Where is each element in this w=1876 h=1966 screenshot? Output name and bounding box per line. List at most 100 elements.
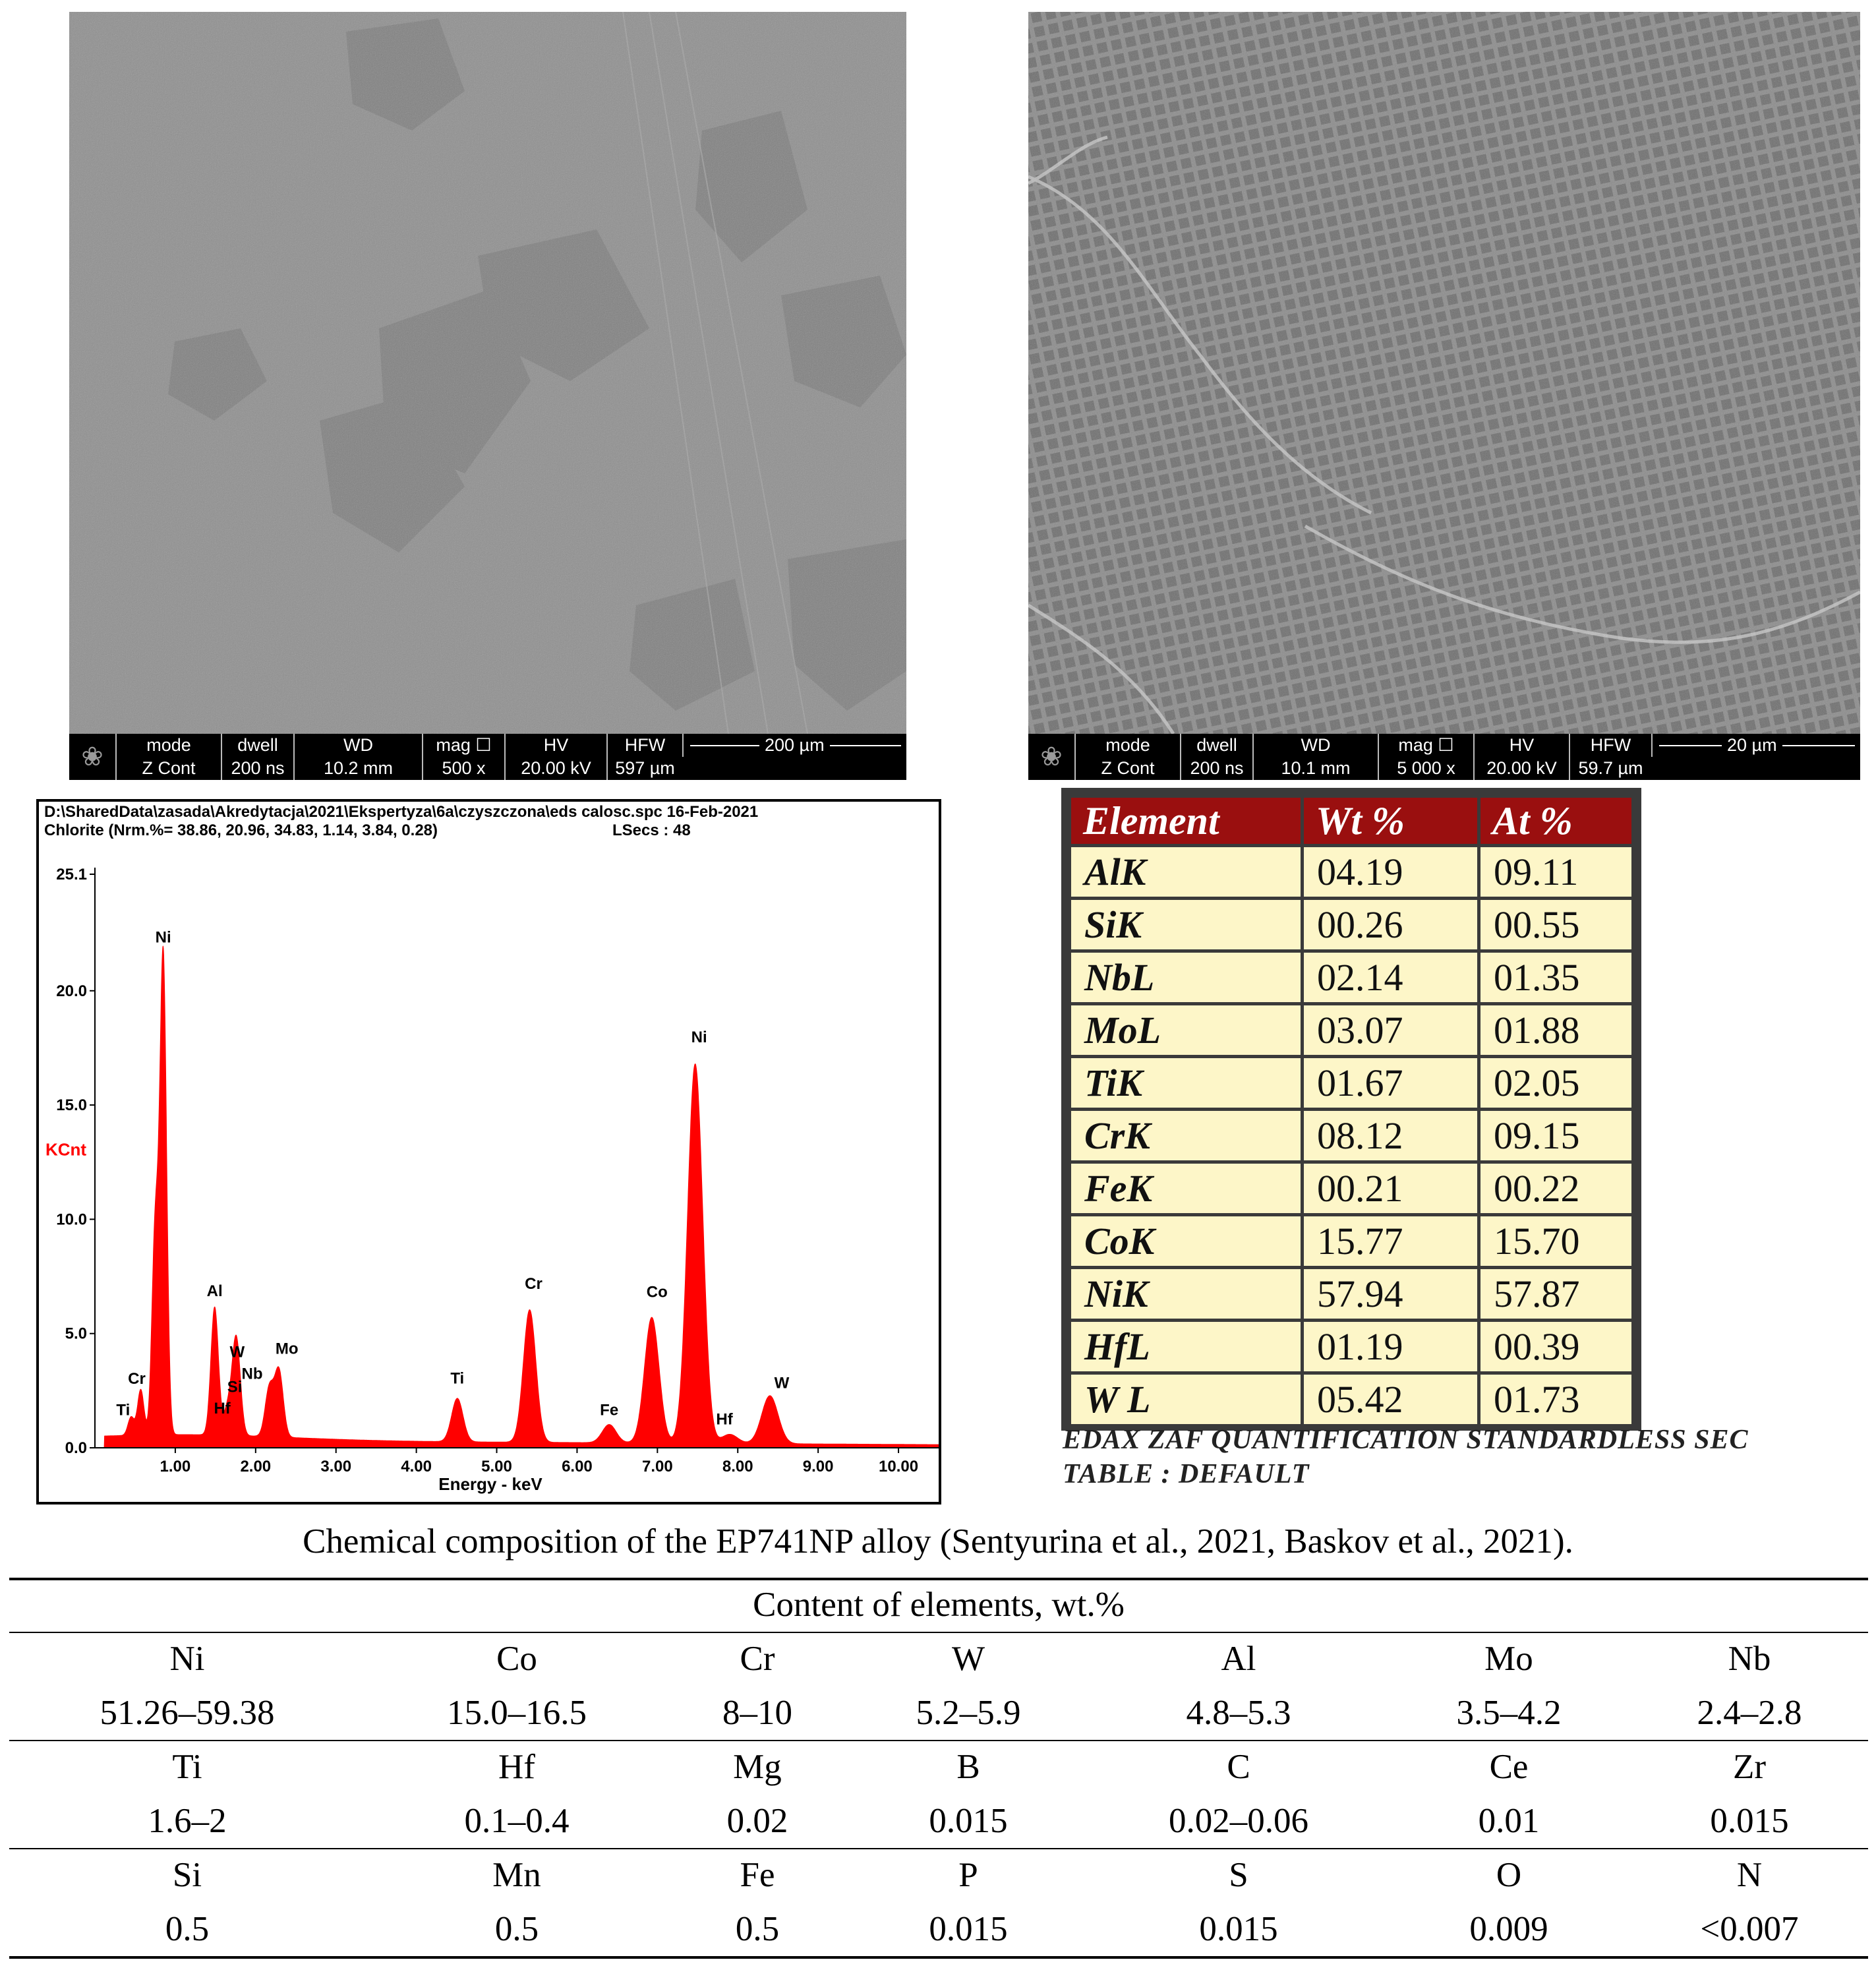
element-symbol: Mo [1484,1640,1533,1678]
at-cell: 01.35 [1480,953,1631,1002]
sem-mode: mode Z Cont [115,734,221,780]
element-content: 0.015 [929,1802,1008,1840]
x-tick-label: 7.00 [642,1458,673,1475]
sem-wd: WD 10.1 mm [1252,734,1378,780]
peak-label: Cr [525,1275,542,1293]
element-cell: CrK [1071,1111,1301,1160]
peak-label: Fe [600,1401,618,1419]
wt-cell: 04.19 [1304,847,1477,897]
element-name-row: Si Mn Fe P S O N [9,1848,1868,1902]
at-cell: 01.73 [1480,1375,1631,1424]
element-symbol: Cr [740,1640,775,1678]
sem-wd: WD 10.2 mm [293,734,422,780]
wt-cell: 01.67 [1304,1058,1477,1108]
y-tick-label: 0.0 [65,1439,87,1457]
at-cell: 57.87 [1480,1269,1631,1319]
table-caption: Chemical composition of the EP741NP allo… [303,1522,1573,1561]
x-tick-label: 2.00 [240,1458,271,1475]
wt-cell: 00.26 [1304,900,1477,949]
table-row: CrK 08.12 09.15 [1071,1111,1631,1160]
x-tick-label: 9.00 [803,1458,834,1475]
peak-label: Ni [691,1028,707,1046]
peak-label: Hf [716,1410,733,1428]
table-row: AlK 04.19 09.11 [1071,847,1631,897]
at-cell: 09.15 [1480,1111,1631,1160]
at-cell: 02.05 [1480,1058,1631,1108]
element-symbol: Ti [172,1748,202,1786]
sem-mag: mag ☐ 5 000 x [1378,734,1473,780]
element-symbol: Hf [498,1748,535,1786]
peak-label: Ti [116,1401,130,1419]
element-content: 5.2–5.9 [916,1694,1021,1732]
x-tick-label: 6.00 [562,1458,593,1475]
wt-cell: 08.12 [1304,1111,1477,1160]
table-row: W L 05.42 01.73 [1071,1375,1631,1424]
spectrum-info: Chlorite (Nrm.%= 38.86, 20.96, 34.83, 1.… [44,821,438,839]
sem-micrograph-dendrites [1028,12,1860,734]
element-cell: W L [1071,1375,1301,1424]
wt-cell: 01.19 [1304,1322,1477,1371]
table-row: SiK 00.26 00.55 [1071,900,1631,949]
at-cell: 01.88 [1480,1005,1631,1055]
wt-cell: 00.21 [1304,1164,1477,1213]
element-cell: AlK [1071,847,1301,897]
y-tick-label: 25.1 [56,866,87,883]
at-cell: 00.22 [1480,1164,1631,1213]
col-at: At % [1480,798,1631,844]
table-row: NbL 02.14 01.35 [1071,953,1631,1002]
element-content: 0.5 [165,1910,210,1948]
table-row: FeK 00.21 00.22 [1071,1164,1631,1213]
sem-hv: HV 20.00 kV [1473,734,1569,780]
sem-hv: HV 20.00 kV [504,734,606,780]
sem-dwell: dwell 200 ns [221,734,293,780]
x-tick-label: 4.00 [401,1458,432,1475]
peak-label: Hf [214,1400,231,1417]
wt-cell: 15.77 [1304,1216,1477,1266]
element-value-row: 1.6–2 0.1–0.4 0.02 0.015 0.02–0.06 0.01 0.015 [9,1794,1868,1848]
at-cell: 15.70 [1480,1216,1631,1266]
edax-note-table: TABLE : DEFAULT [1063,1459,1310,1489]
element-content: 0.02–0.06 [1169,1802,1308,1840]
spectrum-lsecs: LSecs : 48 [612,821,691,839]
element-content: 0.5 [735,1910,780,1948]
element-symbol: Al [1221,1640,1256,1678]
element-symbol: Ce [1489,1748,1529,1786]
y-tick-label: 10.0 [56,1210,87,1228]
sem-mag: mag ☐ 500 x [422,734,504,780]
element-content: 0.02 [726,1802,788,1840]
edax-note: EDAX ZAF QUANTIFICATION STANDARDLESS SEC [1063,1425,1749,1455]
sem-info-bar: ❀ mode Z Cont dwell 200 ns WD 10.1 mm mag ☐… [1028,734,1860,780]
element-content: 51.26–59.38 [100,1694,275,1732]
element-content: 8–10 [722,1694,792,1732]
element-symbol: C [1227,1748,1250,1786]
y-tick-label: 15.0 [56,1096,87,1114]
element-cell: NiK [1071,1269,1301,1319]
spectrum-area [95,945,939,1448]
element-symbol: Mn [492,1856,541,1894]
at-cell: 00.55 [1480,900,1631,949]
peak-label: Mo [276,1340,299,1358]
at-cell: 09.11 [1480,847,1631,897]
peak-label: W [229,1344,245,1361]
element-content: 0.009 [1469,1910,1548,1948]
element-content: 0.5 [494,1910,539,1948]
element-content: 0.015 [1710,1802,1789,1840]
element-content: 0.015 [929,1910,1008,1948]
sem-image-low-mag: ❀ mode Z Cont dwell 200 ns WD 10.2 mm mag ☐… [69,12,906,780]
peak-label: W [775,1374,790,1392]
element-symbol: Mg [733,1748,782,1786]
x-axis-label: Energy - keV [438,1474,542,1494]
y-tick-label: 20.0 [56,982,87,1000]
wt-cell: 57.94 [1304,1269,1477,1319]
element-cell: NbL [1071,953,1301,1002]
element-name-row: Ni Co Cr W Al Mo Nb [9,1632,1868,1686]
element-content: <0.007 [1700,1910,1799,1948]
element-symbol: W [951,1640,985,1678]
table-row: HfL 01.19 00.39 [1071,1322,1631,1371]
edax-quantification-table: Element Wt % At % AlK 04.19 09.11 SiK 00.26 0… [1061,788,1641,1431]
element-content: 2.4–2.8 [1697,1694,1802,1732]
element-content: 0.1–0.4 [464,1802,570,1840]
sem-dwell: dwell 200 ns [1180,734,1252,780]
table-row: NiK 57.94 57.87 [1071,1269,1631,1319]
element-cell: SiK [1071,900,1301,949]
